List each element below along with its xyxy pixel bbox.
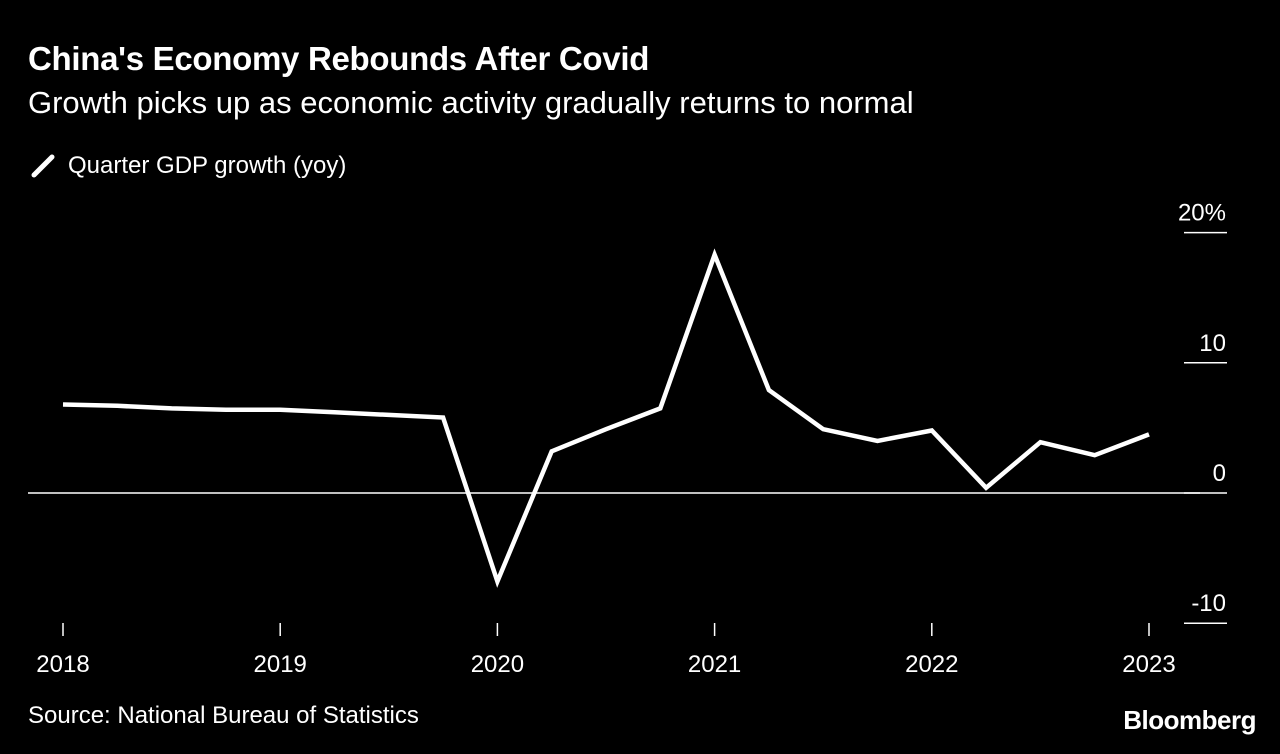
chart-subtitle: Growth picks up as economic activity gra… [28, 85, 914, 120]
y-tick-label: 20% [1178, 200, 1226, 227]
y-tick-label: 10 [1199, 330, 1226, 357]
x-tick-label: 2023 [1122, 651, 1175, 678]
legend: Quarter GDP growth (yoy) [30, 152, 346, 180]
x-tick-label: 2018 [36, 651, 89, 678]
y-tick-label: -10 [1191, 590, 1226, 617]
x-tick-label: 2019 [254, 651, 307, 678]
bloomberg-logo: Bloomberg [1123, 705, 1256, 735]
chart-title: China's Economy Rebounds After Covid [28, 40, 650, 77]
series-marks [62, 248, 1150, 588]
line-swatch-icon [31, 154, 55, 178]
series-line [62, 248, 1150, 588]
y-tick-label: 0 [1213, 460, 1226, 487]
axes: -10 0 10 20% 2018 2019 2020 2021 2022 2023 [28, 200, 1227, 678]
x-tick-label: 2021 [688, 651, 741, 678]
x-tick-label: 2022 [905, 651, 958, 678]
source-note: Source: National Bureau of Statistics [28, 702, 419, 729]
x-tick-label: 2020 [471, 651, 524, 678]
legend-label: Quarter GDP growth (yoy) [68, 152, 347, 179]
